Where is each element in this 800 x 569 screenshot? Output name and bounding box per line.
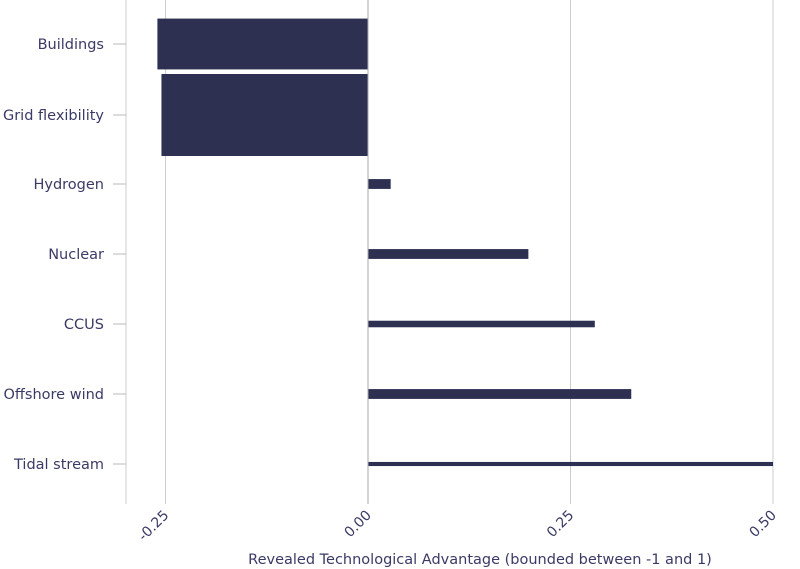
x-axis-label: Revealed Technological Advantage (bounde… [248,552,712,568]
bar [161,74,368,156]
bar [368,389,632,399]
category-label: Nuclear [48,247,104,263]
bar [368,320,595,328]
bar [157,18,368,70]
category-label: Offshore wind [4,387,104,403]
category-label: CCUS [64,317,104,333]
category-label: Hydrogen [33,177,104,193]
x-tick-label: 0.00 [341,508,374,541]
bar [368,461,773,467]
x-tick-label: 0.50 [746,508,779,541]
x-tick-labels: -0.25 0.00 0.25 0.50 [135,508,779,545]
bar [368,179,391,189]
category-label: Tidal stream [13,457,104,473]
x-tick-label: 0.25 [544,508,577,541]
category-label: Buildings [38,37,104,53]
category-labels: Buildings Grid flexibility Hydrogen Nuclear… [3,37,126,473]
bars [157,0,773,504]
category-label: Grid flexibility [3,108,104,124]
x-tick-label: -0.25 [135,508,172,545]
bar [368,249,529,259]
